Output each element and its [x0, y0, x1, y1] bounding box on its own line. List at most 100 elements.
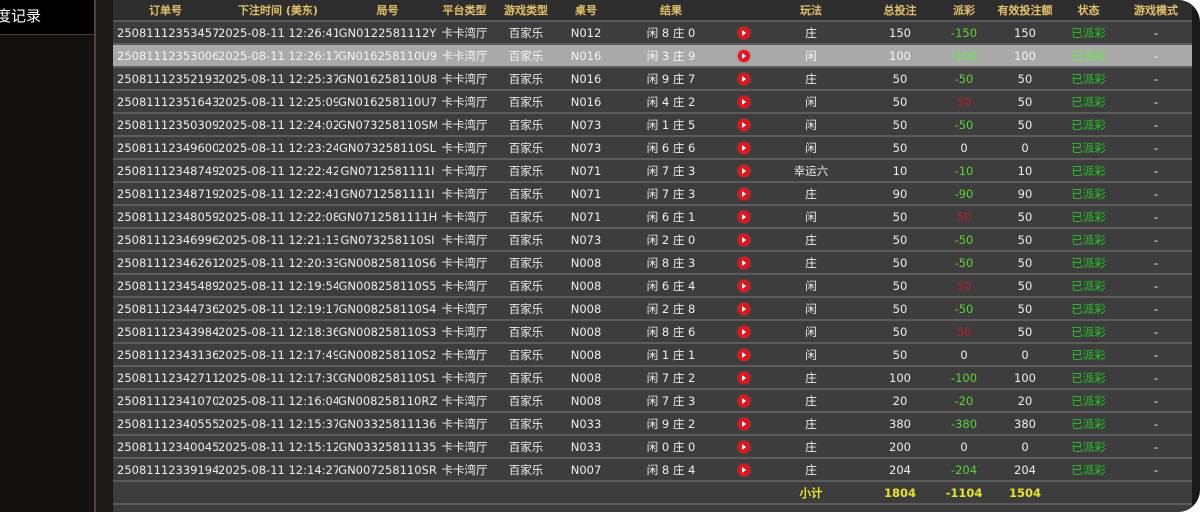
cell-table-no: N016 — [560, 90, 612, 114]
cell-game-mode: - — [1120, 458, 1192, 482]
cell-bet-type: 闲 — [757, 113, 865, 137]
table-row[interactable]: 250811123534570 2025-08-11 12:26:41 GN0122… — [113, 21, 1192, 45]
cell-platform: 卡卡湾厅 — [437, 159, 492, 183]
table-row[interactable]: 250811123480595 2025-08-11 12:22:08 GN0712… — [113, 205, 1192, 229]
cell-bet-type: 闲 — [757, 205, 865, 229]
play-video-icon[interactable] — [737, 96, 750, 108]
table-row[interactable]: 250811123469963 2025-08-11 12:21:13 GN0732… — [113, 228, 1192, 252]
cell-total-bet: 50 — [865, 113, 935, 137]
cell-table-no: N008 — [560, 343, 612, 367]
table-row[interactable]: 250811123530061 2025-08-11 12:26:17 GN0162… — [113, 44, 1192, 68]
cell-table-no: N033 — [560, 412, 612, 436]
table-row[interactable]: 250811123462613 2025-08-11 12:20:33 GN0082… — [113, 251, 1192, 275]
table-row[interactable]: 250811123439840 2025-08-11 12:18:36 GN0082… — [113, 320, 1192, 344]
play-video-icon[interactable] — [737, 27, 750, 39]
cell-replay — [730, 44, 757, 68]
cell-status: 已派彩 — [1057, 90, 1120, 114]
play-video-icon[interactable] — [737, 303, 750, 315]
cell-total-bet: 200 — [865, 435, 935, 459]
cell-valid-bet: 50 — [993, 90, 1057, 114]
subtotal-row: 小计 1804 -1104 1504 — [113, 481, 1192, 505]
play-video-icon[interactable] — [737, 257, 750, 269]
play-video-icon[interactable] — [737, 326, 750, 338]
cell-payout: -150 — [935, 21, 993, 45]
cell-total-bet: 50 — [865, 205, 935, 229]
total-cell — [612, 504, 730, 512]
table-row[interactable]: 250811123427117 2025-08-11 12:17:30 GN0082… — [113, 366, 1192, 390]
sidebar-tab-records[interactable]: 度记录 — [0, 0, 95, 35]
play-video-icon[interactable] — [737, 234, 750, 246]
cell-bet-type: 庄 — [757, 435, 865, 459]
table-row[interactable]: 250811123431365 2025-08-11 12:17:49 GN0082… — [113, 343, 1192, 367]
cell-bet-type: 闲 — [757, 274, 865, 298]
cell-valid-bet: 10 — [993, 159, 1057, 183]
play-video-icon[interactable] — [737, 372, 750, 384]
cell-result: 闲 6 庄 6 — [612, 136, 730, 160]
cell-payout: -10 — [935, 159, 993, 183]
total-cell — [865, 504, 935, 512]
play-video-icon[interactable] — [737, 464, 750, 476]
cell-result: 闲 9 庄 7 — [612, 67, 730, 91]
cell-table-no: N071 — [560, 205, 612, 229]
cell-total-bet: 204 — [865, 458, 935, 482]
cell-total-bet: 150 — [865, 21, 935, 45]
play-video-icon[interactable] — [737, 165, 750, 177]
table-row[interactable]: 250811123454890 2025-08-11 12:19:54 GN0082… — [113, 274, 1192, 298]
cell-order-no: 250811123534570 — [113, 21, 218, 45]
cell-order-no: 250811123391941 — [113, 458, 218, 482]
play-video-icon[interactable] — [737, 280, 750, 292]
cell-game-mode: - — [1120, 343, 1192, 367]
cell-valid-bet: 50 — [993, 274, 1057, 298]
cell-result: 闲 8 庄 0 — [612, 21, 730, 45]
play-video-icon[interactable] — [737, 395, 750, 407]
cell-game-mode: - — [1120, 44, 1192, 68]
table-row[interactable]: 250811123410706 2025-08-11 12:16:04 GN0082… — [113, 389, 1192, 413]
play-video-icon[interactable] — [737, 119, 750, 131]
cell-order-no: 250811123503091 — [113, 113, 218, 137]
table-row[interactable]: 250811123391941 2025-08-11 12:14:27 GN0072… — [113, 458, 1192, 482]
table-row[interactable]: 250811123400452 2025-08-11 12:15:12 GN0332… — [113, 435, 1192, 459]
table-row[interactable]: 250811123405550 2025-08-11 12:15:37 GN0332… — [113, 412, 1192, 436]
play-video-icon[interactable] — [737, 418, 750, 430]
table-row[interactable]: 250811123503091 2025-08-11 12:24:02 GN0732… — [113, 113, 1192, 137]
play-video-icon[interactable] — [737, 349, 750, 361]
cell-total-bet: 50 — [865, 274, 935, 298]
cell-valid-bet: 100 — [993, 44, 1057, 68]
cell-bet-time: 2025-08-11 12:26:17 — [218, 44, 338, 68]
cell-table-no: N008 — [560, 251, 612, 275]
cell-table-no: N016 — [560, 44, 612, 68]
total-cell — [492, 504, 560, 512]
cell-order-no: 250811123447367 — [113, 297, 218, 321]
header-game-mode: 游戏模式 — [1120, 0, 1192, 22]
cell-order-no: 250811123405550 — [113, 412, 218, 436]
play-video-icon[interactable] — [737, 73, 750, 85]
cell-payout: 0 — [935, 343, 993, 367]
play-video-icon[interactable] — [737, 441, 750, 453]
play-video-icon[interactable] — [737, 211, 750, 223]
table-row[interactable]: 250811123487197 2025-08-11 12:22:41 GN0712… — [113, 182, 1192, 206]
cell-table-no: N007 — [560, 458, 612, 482]
cell-result: 闲 0 庄 0 — [612, 435, 730, 459]
table-row[interactable]: 250811123521935 2025-08-11 12:25:37 GN0162… — [113, 67, 1192, 91]
cell-status: 已派彩 — [1057, 320, 1120, 344]
cell-game-type: 百家乐 — [492, 44, 560, 68]
subtotal-cell — [560, 481, 612, 505]
play-video-icon[interactable] — [737, 50, 750, 62]
table-row[interactable]: 250811123447367 2025-08-11 12:19:17 GN0082… — [113, 297, 1192, 321]
cell-order-no: 250811123530061 — [113, 44, 218, 68]
subtotal-cell — [492, 481, 560, 505]
cell-payout: 50 — [935, 205, 993, 229]
table-row[interactable]: 250811123516430 2025-08-11 12:25:09 GN0162… — [113, 90, 1192, 114]
table-row[interactable]: 250811123487494 2025-08-11 12:22:42 GN0712… — [113, 159, 1192, 183]
play-video-icon[interactable] — [737, 188, 750, 200]
cell-game-mode: - — [1120, 366, 1192, 390]
cell-bet-type: 庄 — [757, 366, 865, 390]
play-video-icon[interactable] — [737, 142, 750, 154]
cell-round-no: GN0712581111H — [338, 205, 437, 229]
cell-status: 已派彩 — [1057, 136, 1120, 160]
cell-status: 已派彩 — [1057, 228, 1120, 252]
cell-table-no: N012 — [560, 21, 612, 45]
table-row[interactable]: 250811123496007 2025-08-11 12:23:24 GN0732… — [113, 136, 1192, 160]
cell-payout: 50 — [935, 274, 993, 298]
cell-platform: 卡卡湾厅 — [437, 21, 492, 45]
